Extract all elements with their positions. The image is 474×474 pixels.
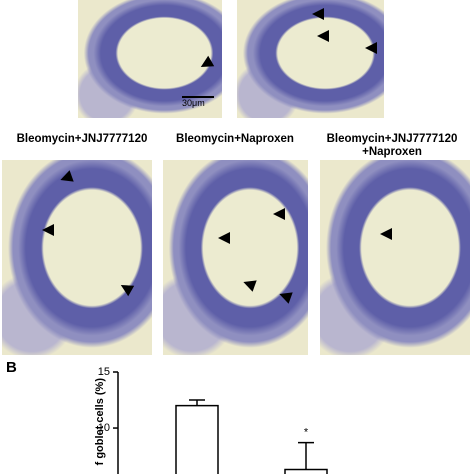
y-axis-label: f goblet cells (%) [94,378,106,466]
bar [284,468,328,474]
y-tick-label: 15 [98,366,110,378]
panel-label: Bleomycin+JNJ7777120 [326,133,458,145]
bar [175,404,219,474]
significance-mark: * [304,427,309,439]
bar-chart: f goblet cells (%)10 15 * [94,366,328,474]
scale-bar-label: 30μm [182,98,205,108]
micrograph [320,160,470,355]
micrograph: 30μm [78,0,222,118]
error-bar [189,399,205,406]
panel-label: Bleomycin+JNJ7777120 [16,133,148,145]
y-tick-label: 10 [98,422,110,434]
micrograph [163,160,308,355]
panel-label: +Naproxen [362,146,422,158]
panel-letter: B [6,359,17,376]
panel-label: Bleomycin+Naproxen [176,133,294,145]
micrograph [2,160,152,355]
error-bar [298,441,314,470]
micrograph [237,0,384,118]
